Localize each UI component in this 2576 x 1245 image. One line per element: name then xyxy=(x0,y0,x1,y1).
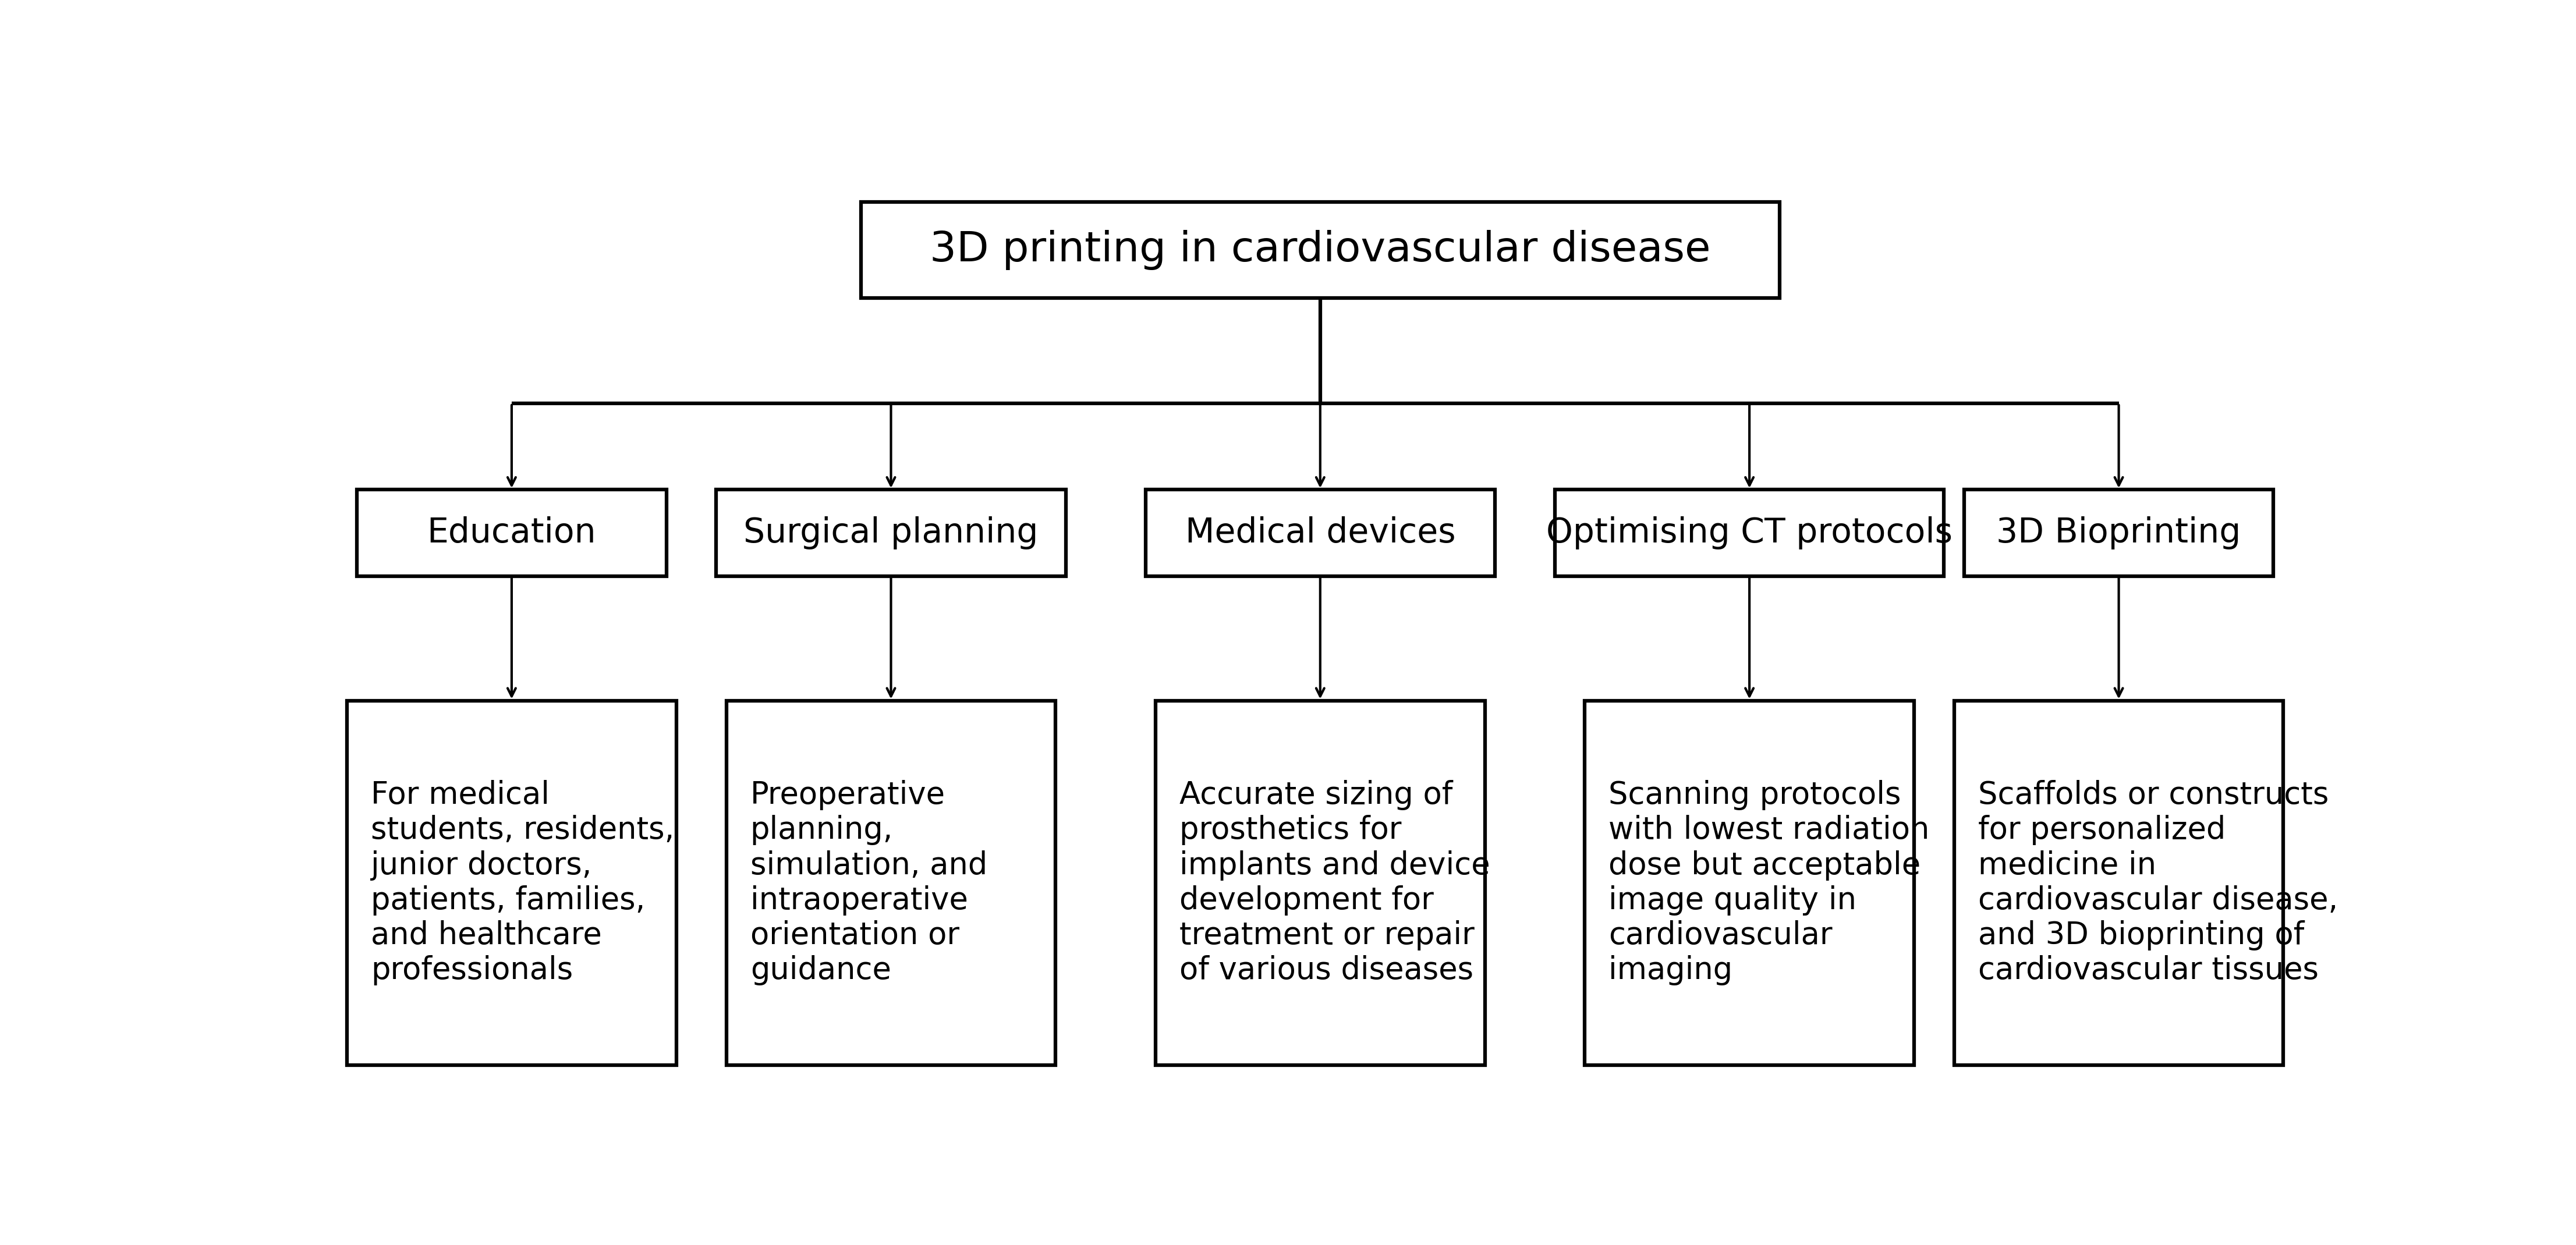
Text: For medical
students, residents,
junior doctors,
patients, families,
and healthc: For medical students, residents, junior … xyxy=(371,781,675,986)
Text: Surgical planning: Surgical planning xyxy=(744,517,1038,549)
Text: 3D printing in cardiovascular disease: 3D printing in cardiovascular disease xyxy=(930,230,1710,270)
Bar xyxy=(1556,489,1945,576)
Bar xyxy=(348,701,677,1064)
Text: Accurate sizing of
prosthetics for
implants and device
development for
treatment: Accurate sizing of prosthetics for impla… xyxy=(1180,781,1489,986)
Bar xyxy=(1584,701,1914,1064)
Bar xyxy=(1963,489,2275,576)
Bar xyxy=(860,202,1780,298)
Text: Scaffolds or constructs
for personalized
medicine in
cardiovascular disease,
and: Scaffolds or constructs for personalized… xyxy=(1978,781,2339,986)
Bar xyxy=(716,489,1066,576)
Bar xyxy=(726,701,1056,1064)
Text: Education: Education xyxy=(428,517,595,549)
Bar xyxy=(1955,701,2282,1064)
Text: Optimising CT protocols: Optimising CT protocols xyxy=(1546,517,1953,549)
Bar xyxy=(1157,701,1484,1064)
Bar xyxy=(1146,489,1494,576)
Text: Preoperative
planning,
simulation, and
intraoperative
orientation or
guidance: Preoperative planning, simulation, and i… xyxy=(750,781,987,986)
Text: Scanning protocols
with lowest radiation
dose but acceptable
image quality in
ca: Scanning protocols with lowest radiation… xyxy=(1607,781,1929,986)
Bar xyxy=(358,489,667,576)
Text: Medical devices: Medical devices xyxy=(1185,517,1455,549)
Text: 3D Bioprinting: 3D Bioprinting xyxy=(1996,517,2241,549)
